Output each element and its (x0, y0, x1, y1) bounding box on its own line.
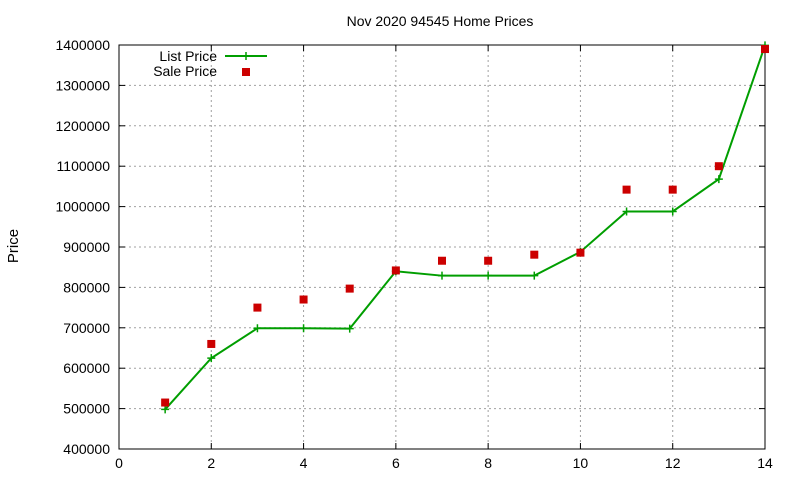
y-tick-label: 800000 (63, 279, 110, 295)
sale-price-point (207, 339, 216, 348)
sale-price-point (761, 45, 769, 54)
y-tick-label: 400000 (63, 441, 110, 457)
x-tick-label: 2 (207, 455, 215, 471)
sale-price-point (622, 185, 631, 194)
legend-list-price-marker (242, 52, 250, 60)
y-tick-label: 1200000 (55, 118, 110, 134)
y-tick-label: 500000 (63, 401, 110, 417)
legend-marks (225, 52, 267, 76)
list-price-point (714, 175, 723, 184)
y-tick-label: 1100000 (57, 158, 111, 174)
sale-price-point (714, 162, 723, 171)
x-tick-label: 10 (573, 455, 589, 471)
legend-label-sale-price: Sale Price (153, 63, 217, 79)
x-tick-label: 0 (115, 455, 123, 471)
plot-frame (118, 44, 766, 450)
series-layer (161, 41, 769, 414)
list-price-point (345, 324, 354, 333)
x-tick-label: 14 (757, 455, 773, 471)
list-price-point (253, 324, 262, 333)
y-tick-label: 900000 (63, 239, 110, 255)
list-price-point (161, 405, 170, 414)
list-price-point (668, 207, 677, 216)
list-price-point (207, 354, 216, 363)
legend-label-list-price: List Price (159, 48, 217, 64)
y-tick-labels: 400000 500000 600000 700000 800000 900000 1000… (55, 37, 110, 457)
list-price-line (164, 45, 766, 411)
y-tick-label: 700000 (63, 320, 110, 336)
legend-sale-price-marker (242, 68, 250, 76)
y-axis-label: Price (5, 229, 22, 263)
sale-price-point (253, 303, 262, 312)
y-tick-label: 600000 (63, 360, 110, 376)
legend: List Price Sale Price (153, 48, 267, 79)
x-tick-label: 8 (484, 455, 492, 471)
y-tick-label: 1400000 (55, 37, 110, 53)
x-tick-label: 12 (665, 455, 681, 471)
sale-price-point (438, 256, 446, 265)
y-tick-label: 1000000 (55, 199, 110, 215)
sale-price-point (530, 250, 539, 259)
sale-price-point (484, 256, 493, 265)
x-tick-labels: 0 2 4 6 8 10 12 14 (115, 455, 773, 471)
list-price-point (299, 324, 308, 333)
sale-price-point (161, 398, 170, 407)
sale-price-point (391, 266, 400, 275)
sale-price-point (576, 248, 585, 257)
sale-price-point (299, 295, 308, 304)
x-tick-label: 6 (392, 455, 400, 471)
chart-title: Nov 2020 94545 Home Prices (347, 13, 534, 29)
list-price-point (622, 207, 631, 216)
grid-lines (119, 45, 765, 449)
list-price-point (484, 271, 493, 280)
y-tick-label: 1300000 (55, 77, 110, 93)
x-tick-label: 4 (300, 455, 308, 471)
sale-price-point (345, 284, 354, 293)
sale-price-point (668, 185, 677, 194)
list-price-point (530, 271, 539, 280)
list-price-point (438, 271, 446, 280)
